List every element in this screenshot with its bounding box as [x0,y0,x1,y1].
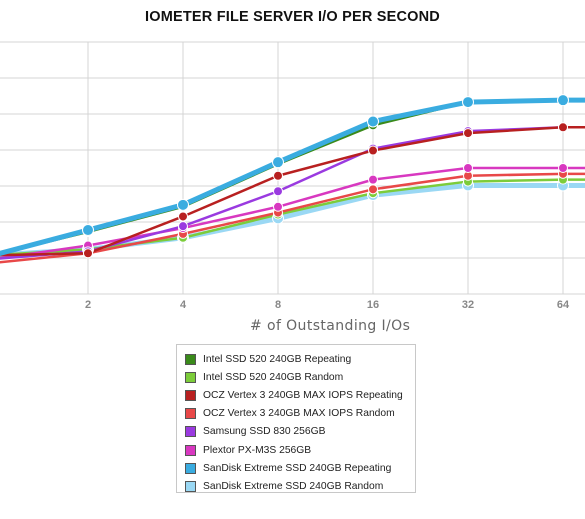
legend-label: Plextor PX-M3S 256GB [203,444,312,456]
legend-item: Intel SSD 520 240GB Repeating [185,350,415,368]
series-line [0,172,585,264]
legend-swatch [185,371,196,383]
data-point [463,128,473,139]
series-line [0,97,585,256]
legend-item: SanDisk Extreme SSD 240GB Random [185,477,415,495]
x-tick-label: 4 [180,299,187,311]
series-line [0,166,585,260]
data-point [273,170,283,181]
legend-label: SanDisk Extreme SSD 240GB Repeating [203,462,392,474]
data-point [273,186,283,197]
data-point [558,163,568,173]
legend-label: SanDisk Extreme SSD 240GB Random [203,480,384,492]
series-lines [0,97,585,264]
data-point [368,145,378,156]
legend-item: OCZ Vertex 3 240GB MAX IOPS Random [185,405,415,423]
data-point [273,201,283,212]
legend-swatch [185,444,196,456]
data-point [367,115,379,128]
x-tick-labels: 2 4 8 16 32 64 [85,299,570,311]
data-point [463,163,473,173]
legend-swatch [185,426,196,438]
x-tick-label: 8 [275,299,281,311]
data-point [558,122,568,133]
data-point [177,198,189,211]
legend-label: Intel SSD 520 240GB Random [203,371,344,383]
data-point [462,96,474,109]
legend-swatch [185,408,196,420]
legend-item: SanDisk Extreme SSD 240GB Repeating [185,459,415,477]
legend-item: Plextor PX-M3S 256GB [185,441,415,459]
legend-swatch [185,353,196,365]
data-point [557,94,569,107]
x-tick-label: 2 [85,299,91,311]
data-point [368,184,378,195]
x-tick-label: 64 [557,299,570,311]
x-tick-label: 32 [462,299,474,311]
legend-label: Intel SSD 520 240GB Repeating [203,353,352,365]
gridlines [0,41,585,295]
legend-item: Intel SSD 520 240GB Random [185,368,415,386]
legend-swatch [185,389,196,401]
legend-item: OCZ Vertex 3 240GB MAX IOPS Repeating [185,386,415,404]
legend-label: OCZ Vertex 3 240GB MAX IOPS Repeating [203,389,403,401]
x-tick-label: 16 [367,299,379,311]
data-point [272,156,284,169]
chart-title: IOMETER FILE SERVER I/O PER SECOND [145,9,440,25]
x-axis-label: # of Outstanding I/Os [250,318,411,334]
legend-swatch [185,462,196,474]
series-points [82,94,569,259]
series-line [0,126,585,257]
legend-label: OCZ Vertex 3 240GB MAX IOPS Random [203,408,395,420]
data-point [368,174,378,185]
data-point [83,248,93,259]
legend-swatch [185,480,196,492]
data-point [178,211,188,222]
data-point [82,224,94,237]
data-point [178,221,188,232]
legend-label: Samsung SSD 830 256GB [203,426,326,438]
legend: Intel SSD 520 240GB Repeating Intel SSD 5… [176,344,416,493]
legend-item: Samsung SSD 830 256GB [185,423,415,441]
